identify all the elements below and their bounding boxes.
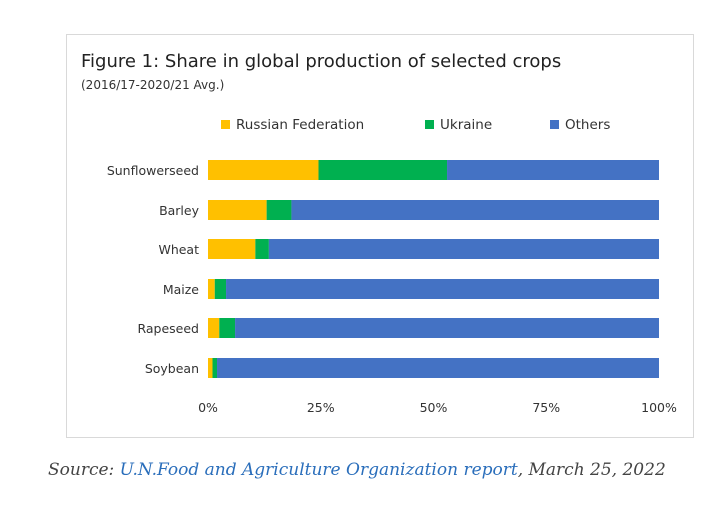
chart-title: Figure 1: Share in global production of … (81, 51, 562, 72)
bar-segment (208, 358, 213, 378)
category-label: Sunflowerseed (107, 163, 199, 178)
source-link[interactable]: U.N.Food and Agriculture Organization re… (119, 460, 518, 480)
bar-segment (208, 318, 220, 338)
bar-segment (208, 200, 267, 220)
legend-swatch-0 (221, 120, 230, 129)
category-label: Wheat (158, 242, 199, 257)
bar-segment (235, 318, 659, 338)
category-label: Rapeseed (137, 321, 199, 336)
bar-segment (255, 239, 269, 259)
bar-segment (208, 160, 319, 180)
bar-segment (214, 279, 227, 299)
x-tick-label: 25% (307, 400, 335, 415)
legend-swatch-2 (550, 120, 559, 129)
legend-label-0: Russian Federation (236, 117, 364, 133)
x-tick-label: 0% (198, 400, 218, 415)
bar-segment (226, 279, 660, 299)
legend-swatch-1 (425, 120, 434, 129)
legend-label-1: Ukraine (440, 117, 492, 133)
legend-label-2: Others (565, 117, 610, 133)
bar-segment (291, 200, 659, 220)
source-suffix: , March 25, 2022 (517, 460, 666, 480)
bar-segment (447, 160, 659, 180)
source-prefix: Source: (48, 460, 120, 480)
bar-segment (208, 279, 215, 299)
category-label: Barley (159, 203, 200, 218)
x-tick-label: 75% (532, 400, 560, 415)
bar-segment (268, 239, 659, 259)
bar-segment (318, 160, 448, 180)
bar-segment (208, 239, 256, 259)
chart-subtitle: (2016/17-2020/21 Avg.) (81, 78, 225, 92)
category-label: Soybean (145, 361, 199, 376)
bar-segment (219, 318, 236, 338)
bar-segment (212, 358, 218, 378)
bar-segment (266, 200, 292, 220)
bar-segment (217, 358, 659, 378)
bar-chart: Russian Federation Ukraine Others Sunflower… (107, 117, 677, 415)
source-caption: Source: U.N.Food and Agriculture Organiz… (48, 460, 666, 480)
x-tick-label: 100% (641, 400, 677, 415)
chart-frame: Figure 1: Share in global production of … (66, 34, 694, 438)
x-tick-label: 50% (420, 400, 448, 415)
category-label: Maize (163, 282, 199, 297)
